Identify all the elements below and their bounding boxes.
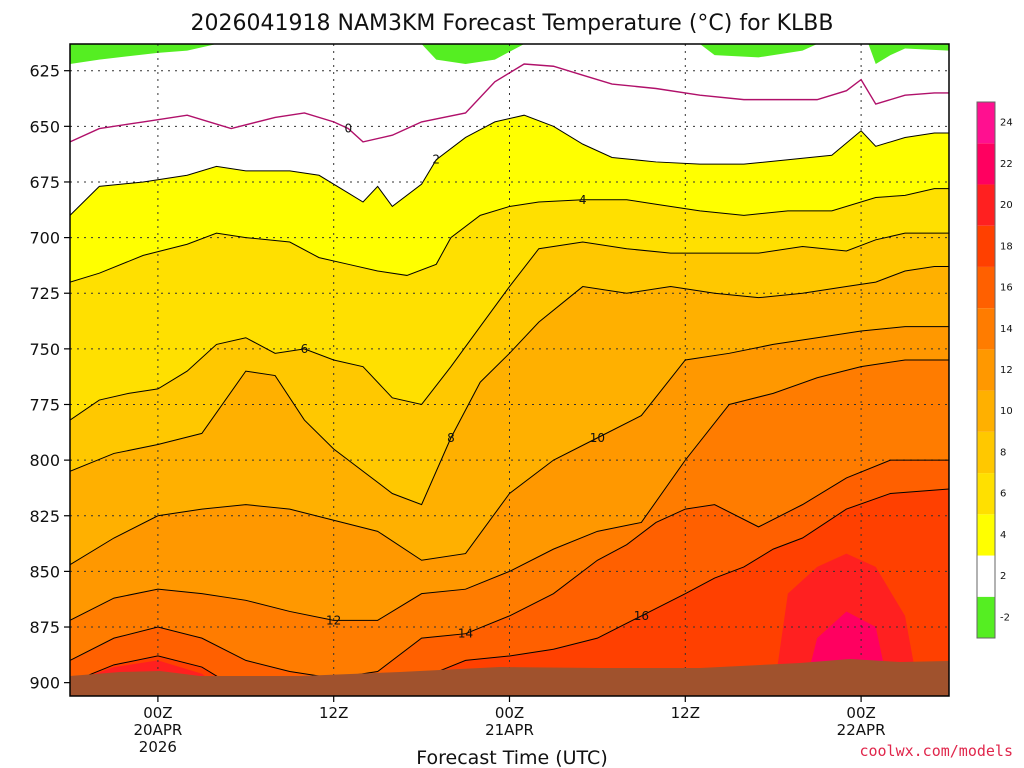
y-tick-label-650: 650 [29, 117, 60, 136]
colorbar-label-20: 20 [1000, 200, 1013, 211]
cold-region-right [699, 44, 818, 58]
colorbar-label--2: -2 [1000, 612, 1010, 623]
chart-title: 2026041918 NAM3KM Forecast Temperature (… [191, 11, 834, 36]
y-tick-label-825: 825 [29, 507, 60, 526]
x-tick-label-6-2: 20APR [133, 721, 182, 739]
contour-label-12: 12 [326, 613, 341, 627]
y-tick-label-725: 725 [29, 284, 60, 303]
contour-line-10 [70, 326, 949, 566]
colorbar-label-12: 12 [1000, 365, 1013, 376]
colorbar-label-10: 10 [1000, 406, 1013, 417]
colorbar-label-18: 18 [1000, 241, 1013, 252]
contour-label-0: 0 [345, 122, 353, 136]
colorbar-frame [976, 101, 996, 639]
contour-line-2 [70, 114, 949, 216]
colorbar-swatch-2 [977, 555, 995, 597]
colorbar-swatch-16 [977, 266, 995, 309]
colorbar-label-4: 4 [1000, 530, 1006, 541]
contour-line-14 [70, 459, 949, 679]
colorbar-swatch-14 [977, 308, 995, 350]
colorbar-label-24: 24 [1000, 118, 1013, 129]
x-tick-label-54-2: 22APR [837, 721, 886, 739]
x-axis-title: Forecast Time (UTC) [416, 747, 607, 768]
contour-label-4: 4 [579, 193, 587, 207]
credit-text: coolwx.com/models [859, 742, 1013, 760]
colorbar-label-2: 2 [1000, 571, 1006, 582]
y-tick-label-700: 700 [29, 229, 60, 248]
cold-region-left [70, 44, 217, 65]
x-tick-label-30-1: 00Z [495, 704, 524, 722]
x-tick-label-54-1: 00Z [846, 704, 875, 722]
contour-line-12 [70, 359, 949, 621]
contour-line-6 [70, 232, 949, 421]
y-tick-label-675: 675 [29, 173, 60, 192]
colorbar-swatch-10 [977, 390, 995, 432]
x-tick-label-42-1: 12Z [671, 704, 700, 722]
x-tick-label-30-2: 21APR [485, 721, 534, 739]
colorbar-swatch-24 [977, 102, 995, 144]
x-tick-label-6-3: 2026 [139, 738, 177, 756]
contour-label-14: 14 [458, 627, 473, 641]
temperature-band-16 [70, 489, 949, 696]
contour-label-10: 10 [590, 431, 605, 445]
y-tick-label-875: 875 [29, 618, 60, 637]
x-tick-label-18-1: 12Z [319, 704, 348, 722]
colorbar-swatch-20 [977, 184, 995, 226]
contour-line-8 [70, 266, 949, 506]
cold-region-far-right [868, 44, 949, 65]
ground-terrain [70, 659, 949, 696]
colorbar-label-22: 22 [1000, 159, 1013, 170]
colorbar-swatch-18 [977, 225, 995, 267]
contour-label-6: 6 [301, 342, 309, 356]
cold-region-mid [421, 44, 525, 65]
colorbar-swatch-22 [977, 143, 995, 185]
y-tick-label-900: 900 [29, 674, 60, 693]
contour-line-0 [70, 63, 949, 143]
contour-line-4 [70, 188, 949, 283]
colorbar-swatch-6 [977, 473, 995, 515]
plot-area: 0 2 4 6 8 10 12 14 16 [70, 44, 949, 696]
colorbar-label-8: 8 [1000, 447, 1006, 458]
temperature-band-subzero [70, 44, 949, 142]
colorbar-swatch--2 [977, 596, 995, 638]
y-tick-label-775: 775 [29, 395, 60, 414]
colorbar-swatch-8 [977, 431, 995, 474]
colorbar-label-6: 6 [1000, 489, 1006, 500]
contour-label-2: 2 [432, 153, 440, 167]
x-tick-label-6-1: 00Z [143, 704, 172, 722]
contour-label-8: 8 [447, 431, 455, 445]
contour-label-16: 16 [634, 609, 649, 623]
colorbar-label-16: 16 [1000, 283, 1013, 294]
colorbar-swatch-12 [977, 349, 995, 391]
y-tick-label-750: 750 [29, 340, 60, 359]
y-tick-label-625: 625 [29, 62, 60, 81]
colorbar-label-14: 14 [1000, 324, 1013, 335]
colorbar-swatch-4 [977, 514, 995, 556]
y-tick-label-850: 850 [29, 562, 60, 581]
y-tick-label-800: 800 [29, 451, 60, 470]
